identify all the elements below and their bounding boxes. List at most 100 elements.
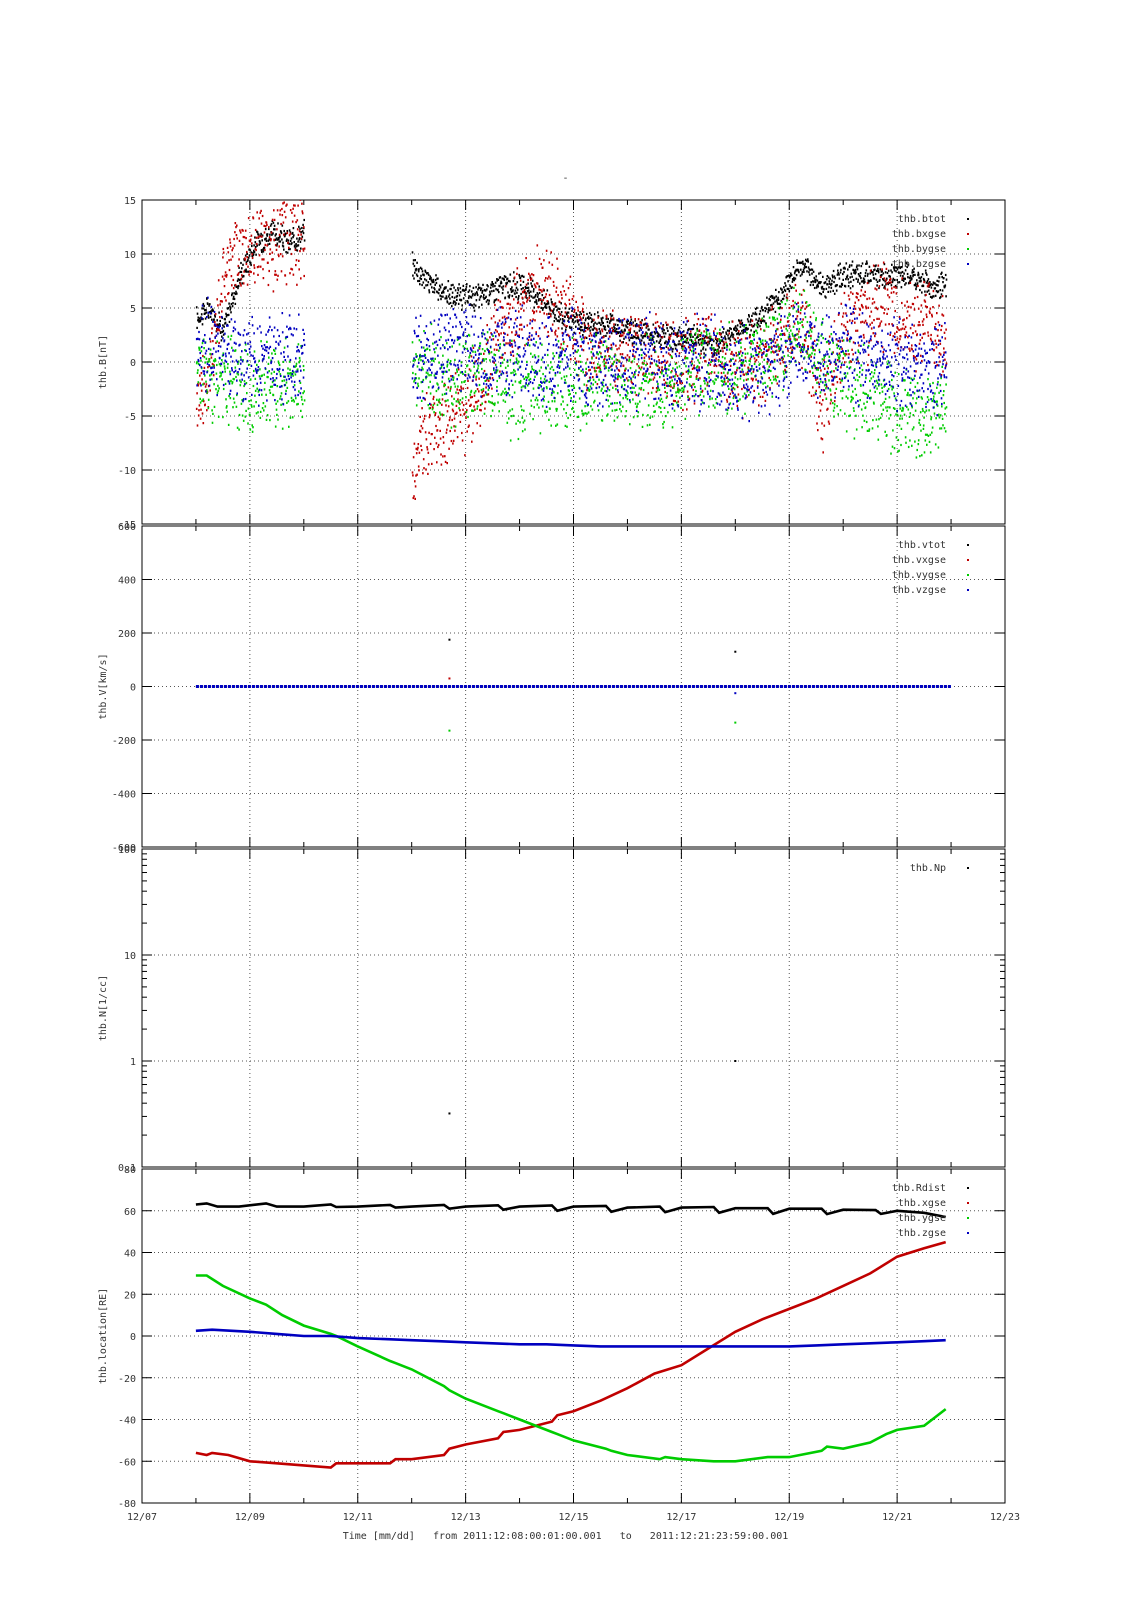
data-point bbox=[474, 360, 477, 363]
data-point bbox=[435, 424, 437, 428]
data-point bbox=[673, 385, 675, 388]
data-point bbox=[521, 274, 524, 277]
data-point bbox=[536, 282, 538, 285]
data-point bbox=[246, 250, 248, 254]
data-point bbox=[896, 326, 898, 329]
data-point bbox=[821, 285, 824, 288]
data-point bbox=[533, 288, 535, 291]
data-point bbox=[588, 311, 591, 315]
data-point bbox=[448, 419, 451, 422]
data-point bbox=[433, 291, 436, 294]
data-point bbox=[758, 317, 760, 320]
data-point bbox=[551, 390, 554, 393]
data-point bbox=[297, 402, 299, 406]
data-point bbox=[760, 349, 762, 352]
data-point bbox=[944, 365, 947, 368]
data-point bbox=[883, 400, 886, 404]
data-point bbox=[279, 235, 281, 238]
y-tick-label: -5 bbox=[124, 412, 136, 423]
data-point bbox=[744, 337, 747, 340]
data-point bbox=[775, 295, 777, 298]
data-point bbox=[590, 351, 593, 354]
data-point bbox=[281, 255, 284, 258]
data-point bbox=[823, 367, 826, 370]
data-point bbox=[680, 339, 683, 342]
data-point bbox=[435, 442, 438, 445]
data-point bbox=[749, 359, 751, 362]
data-point bbox=[712, 404, 715, 407]
data-point bbox=[855, 271, 857, 274]
data-point bbox=[670, 346, 672, 349]
data-point bbox=[265, 393, 267, 396]
data-point bbox=[442, 295, 444, 298]
data-point bbox=[751, 379, 754, 382]
data-point bbox=[941, 295, 944, 298]
data-point bbox=[197, 381, 200, 384]
data-point bbox=[566, 403, 569, 407]
data-point bbox=[246, 353, 249, 356]
data-point bbox=[421, 270, 424, 273]
data-point bbox=[564, 378, 566, 382]
data-point bbox=[904, 436, 907, 439]
data-point bbox=[839, 354, 841, 357]
data-point bbox=[501, 306, 503, 309]
data-point bbox=[676, 366, 678, 369]
data-point bbox=[555, 286, 558, 289]
data-point bbox=[531, 285, 534, 288]
data-point bbox=[696, 374, 698, 377]
data-point bbox=[474, 292, 477, 295]
data-point bbox=[249, 249, 252, 252]
data-point bbox=[872, 273, 875, 276]
data-point bbox=[597, 344, 600, 347]
data-point bbox=[294, 248, 297, 251]
data-point bbox=[866, 282, 869, 285]
data-point bbox=[302, 364, 305, 368]
data-point bbox=[414, 497, 416, 500]
data-point bbox=[424, 270, 427, 273]
data-point bbox=[625, 342, 628, 345]
data-point bbox=[612, 317, 615, 320]
data-point bbox=[778, 313, 781, 316]
data-point bbox=[634, 402, 637, 405]
data-point bbox=[453, 397, 455, 400]
data-point bbox=[222, 387, 225, 391]
data-point bbox=[207, 302, 209, 305]
data-point bbox=[421, 390, 424, 393]
data-point bbox=[887, 283, 890, 286]
data-point bbox=[473, 303, 475, 306]
data-point bbox=[729, 339, 732, 342]
data-point bbox=[433, 402, 436, 405]
data-point bbox=[491, 387, 493, 390]
data-point bbox=[232, 295, 235, 298]
data-point bbox=[281, 207, 283, 211]
data-point bbox=[509, 351, 512, 354]
data-point bbox=[836, 284, 838, 287]
data-point bbox=[573, 310, 576, 313]
data-point bbox=[601, 419, 604, 422]
data-point bbox=[825, 296, 827, 299]
data-point bbox=[526, 297, 528, 300]
data-point bbox=[486, 299, 489, 302]
data-point bbox=[573, 331, 576, 334]
data-point bbox=[858, 375, 861, 378]
data-point bbox=[775, 328, 778, 331]
data-point bbox=[825, 397, 828, 400]
data-point bbox=[756, 324, 758, 327]
data-point bbox=[772, 302, 775, 305]
data-point bbox=[593, 399, 596, 402]
data-point bbox=[287, 239, 290, 242]
data-point bbox=[674, 362, 677, 365]
data-point bbox=[227, 292, 230, 295]
data-point bbox=[572, 406, 574, 409]
data-point bbox=[707, 372, 710, 375]
data-point bbox=[485, 300, 488, 303]
data-point bbox=[233, 292, 235, 295]
data-point bbox=[902, 275, 904, 278]
data-point bbox=[702, 342, 704, 345]
data-point bbox=[763, 329, 765, 332]
data-point bbox=[662, 355, 665, 358]
data-point bbox=[430, 276, 432, 279]
data-point bbox=[214, 359, 217, 362]
data-point bbox=[237, 287, 239, 290]
data-point bbox=[608, 389, 611, 392]
